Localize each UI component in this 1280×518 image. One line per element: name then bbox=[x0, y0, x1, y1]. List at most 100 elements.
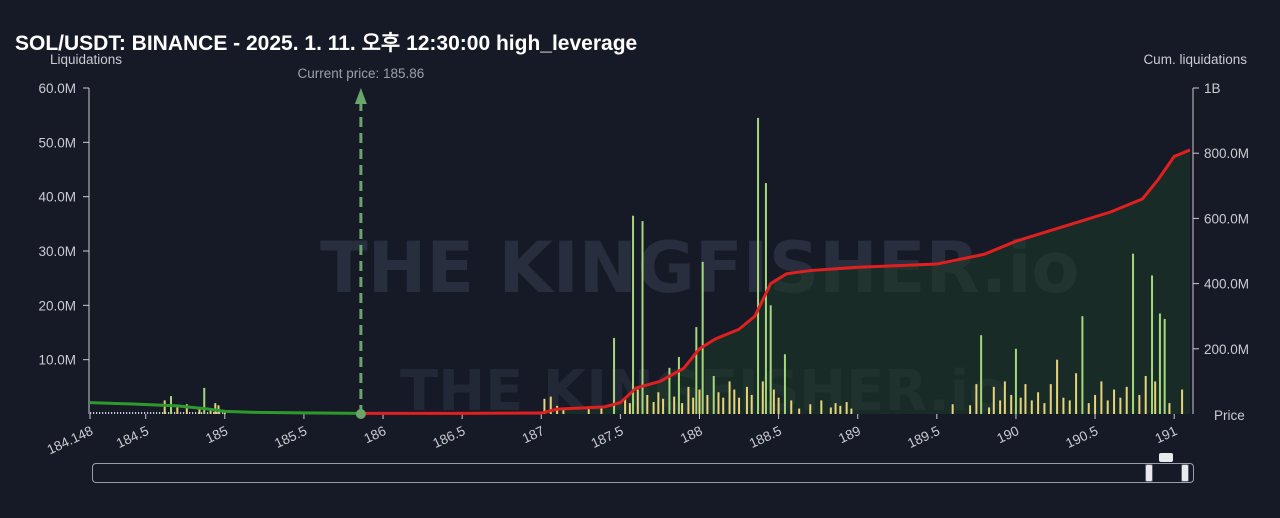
liquidation-bar bbox=[1019, 397, 1022, 414]
liquidation-bar bbox=[809, 404, 812, 414]
liquidation-bar bbox=[1062, 397, 1065, 414]
x-tick-label: 188.5 bbox=[747, 423, 784, 451]
liquidation-bar bbox=[1132, 253, 1135, 414]
x-tick-label: 185.5 bbox=[272, 423, 309, 451]
baseline-dot bbox=[189, 412, 191, 414]
baseline-dot bbox=[144, 412, 146, 414]
liquidation-bar bbox=[636, 389, 639, 414]
liquidation-bar bbox=[790, 400, 793, 414]
liquidation-bar bbox=[980, 335, 983, 414]
cum-long-line bbox=[89, 401, 361, 415]
x-tick-label: 190 bbox=[994, 423, 1021, 446]
liquidation-bar bbox=[839, 405, 842, 414]
y2-tick-label: 600.0M bbox=[1204, 211, 1249, 226]
y2-tick-label: 800.0M bbox=[1204, 146, 1249, 161]
x-tick-label: 186.5 bbox=[430, 423, 467, 451]
liquidation-bar bbox=[687, 386, 690, 414]
liquidation-bar bbox=[834, 403, 837, 414]
baseline-dot bbox=[207, 412, 209, 414]
range-grip[interactable] bbox=[1159, 453, 1173, 462]
liquidation-bar bbox=[1163, 318, 1166, 414]
liquidation-bar bbox=[543, 398, 546, 414]
baseline-dot bbox=[120, 412, 122, 414]
baseline-dot bbox=[195, 412, 197, 414]
baseline-dot bbox=[129, 412, 131, 414]
liquidation-bar bbox=[722, 397, 725, 414]
x-axis-label: Price bbox=[1214, 408, 1245, 423]
liquidation-bar bbox=[1003, 381, 1006, 414]
y2-tick-label: 400.0M bbox=[1204, 277, 1249, 292]
baseline-dot bbox=[174, 412, 176, 414]
y-tick-label: 10.0M bbox=[38, 353, 76, 368]
baseline-dot bbox=[90, 412, 92, 414]
liquidation-bar bbox=[733, 389, 736, 414]
liquidation-bar bbox=[1106, 400, 1109, 414]
liquidation-bar bbox=[1075, 373, 1078, 414]
liquidation-bar bbox=[1151, 275, 1154, 414]
liquidation-bar bbox=[777, 397, 780, 414]
liquidation-bar bbox=[745, 386, 748, 414]
baseline-dot bbox=[138, 412, 140, 414]
liquidation-bar bbox=[1144, 375, 1147, 414]
baseline-dot bbox=[141, 412, 143, 414]
baseline-dot bbox=[222, 412, 224, 414]
baseline-dot bbox=[168, 412, 170, 414]
liquidation-bar bbox=[1014, 348, 1017, 414]
liquidation-bar bbox=[646, 394, 649, 414]
liquidation-bar bbox=[692, 397, 695, 414]
baseline-dot bbox=[111, 412, 113, 414]
liquidation-bar bbox=[750, 394, 753, 414]
range-handle-right[interactable] bbox=[1181, 464, 1189, 482]
liquidation-bar bbox=[185, 404, 188, 414]
x-tick-label: 184.148 bbox=[45, 423, 96, 457]
baseline-dot bbox=[213, 412, 215, 414]
chart-title: SOL/USDT: BINANCE - 2025. 1. 11. 오후 12:3… bbox=[15, 32, 638, 55]
baseline-dot bbox=[147, 412, 149, 414]
liquidation-bar bbox=[1056, 359, 1059, 414]
baseline-dot bbox=[150, 412, 152, 414]
y-tick-label: 30.0M bbox=[38, 244, 76, 259]
liquidation-bar bbox=[652, 402, 655, 414]
y-tick-label: 50.0M bbox=[38, 135, 76, 150]
liquidation-bar bbox=[1087, 403, 1090, 414]
range-handle-left[interactable] bbox=[1145, 464, 1153, 482]
x-tick-label: 185 bbox=[203, 423, 230, 446]
y2-tick-label: 200.0M bbox=[1204, 342, 1249, 357]
baseline-dot bbox=[201, 412, 203, 414]
baseline-dot bbox=[105, 412, 107, 414]
liquidation-bar bbox=[1168, 403, 1171, 414]
x-tick-label: 189.5 bbox=[905, 423, 942, 451]
liquidation-bar bbox=[641, 221, 644, 414]
liquidation-bar bbox=[1049, 384, 1052, 414]
liquidation-bar bbox=[628, 403, 631, 414]
y2-axis-label: Cum. liquidations bbox=[1143, 52, 1247, 67]
baseline-dot bbox=[96, 412, 98, 414]
liquidation-bar bbox=[600, 407, 603, 414]
liquidation-bar bbox=[988, 407, 991, 414]
liquidation-bar bbox=[757, 117, 760, 414]
range-scrollbar[interactable] bbox=[92, 463, 1194, 483]
liquidation-bar bbox=[587, 409, 590, 414]
liquidation-bar bbox=[549, 396, 552, 414]
y-tick-label: 60.0M bbox=[38, 81, 76, 96]
current-price-dot bbox=[355, 409, 366, 419]
liquidation-bar bbox=[1094, 394, 1097, 414]
x-tick-label: 190.5 bbox=[1063, 423, 1100, 451]
liquidation-bar bbox=[1138, 394, 1141, 414]
liquidation-bar bbox=[761, 381, 764, 414]
y2-axis-ticks: 1B 800.0M 600.0M 400.0M 200.0M bbox=[1193, 81, 1249, 357]
liquidation-bar bbox=[1010, 394, 1013, 414]
liquidation-bar bbox=[999, 400, 1002, 414]
liquidation-bar bbox=[198, 408, 201, 414]
x-tick-label: 187 bbox=[520, 423, 547, 446]
liquidation-bar bbox=[783, 354, 786, 414]
x-tick-label: 191 bbox=[1153, 423, 1180, 446]
y-axis-label: Liquidations bbox=[50, 52, 122, 67]
baseline-dot bbox=[216, 412, 218, 414]
x-tick-label: 187.5 bbox=[589, 423, 626, 451]
liquidation-bar bbox=[1100, 381, 1103, 414]
y-tick-label: 20.0M bbox=[38, 298, 76, 313]
cum-short-line bbox=[360, 148, 1191, 415]
liquidation-bar bbox=[209, 409, 212, 414]
liquidation-bar bbox=[845, 402, 848, 414]
